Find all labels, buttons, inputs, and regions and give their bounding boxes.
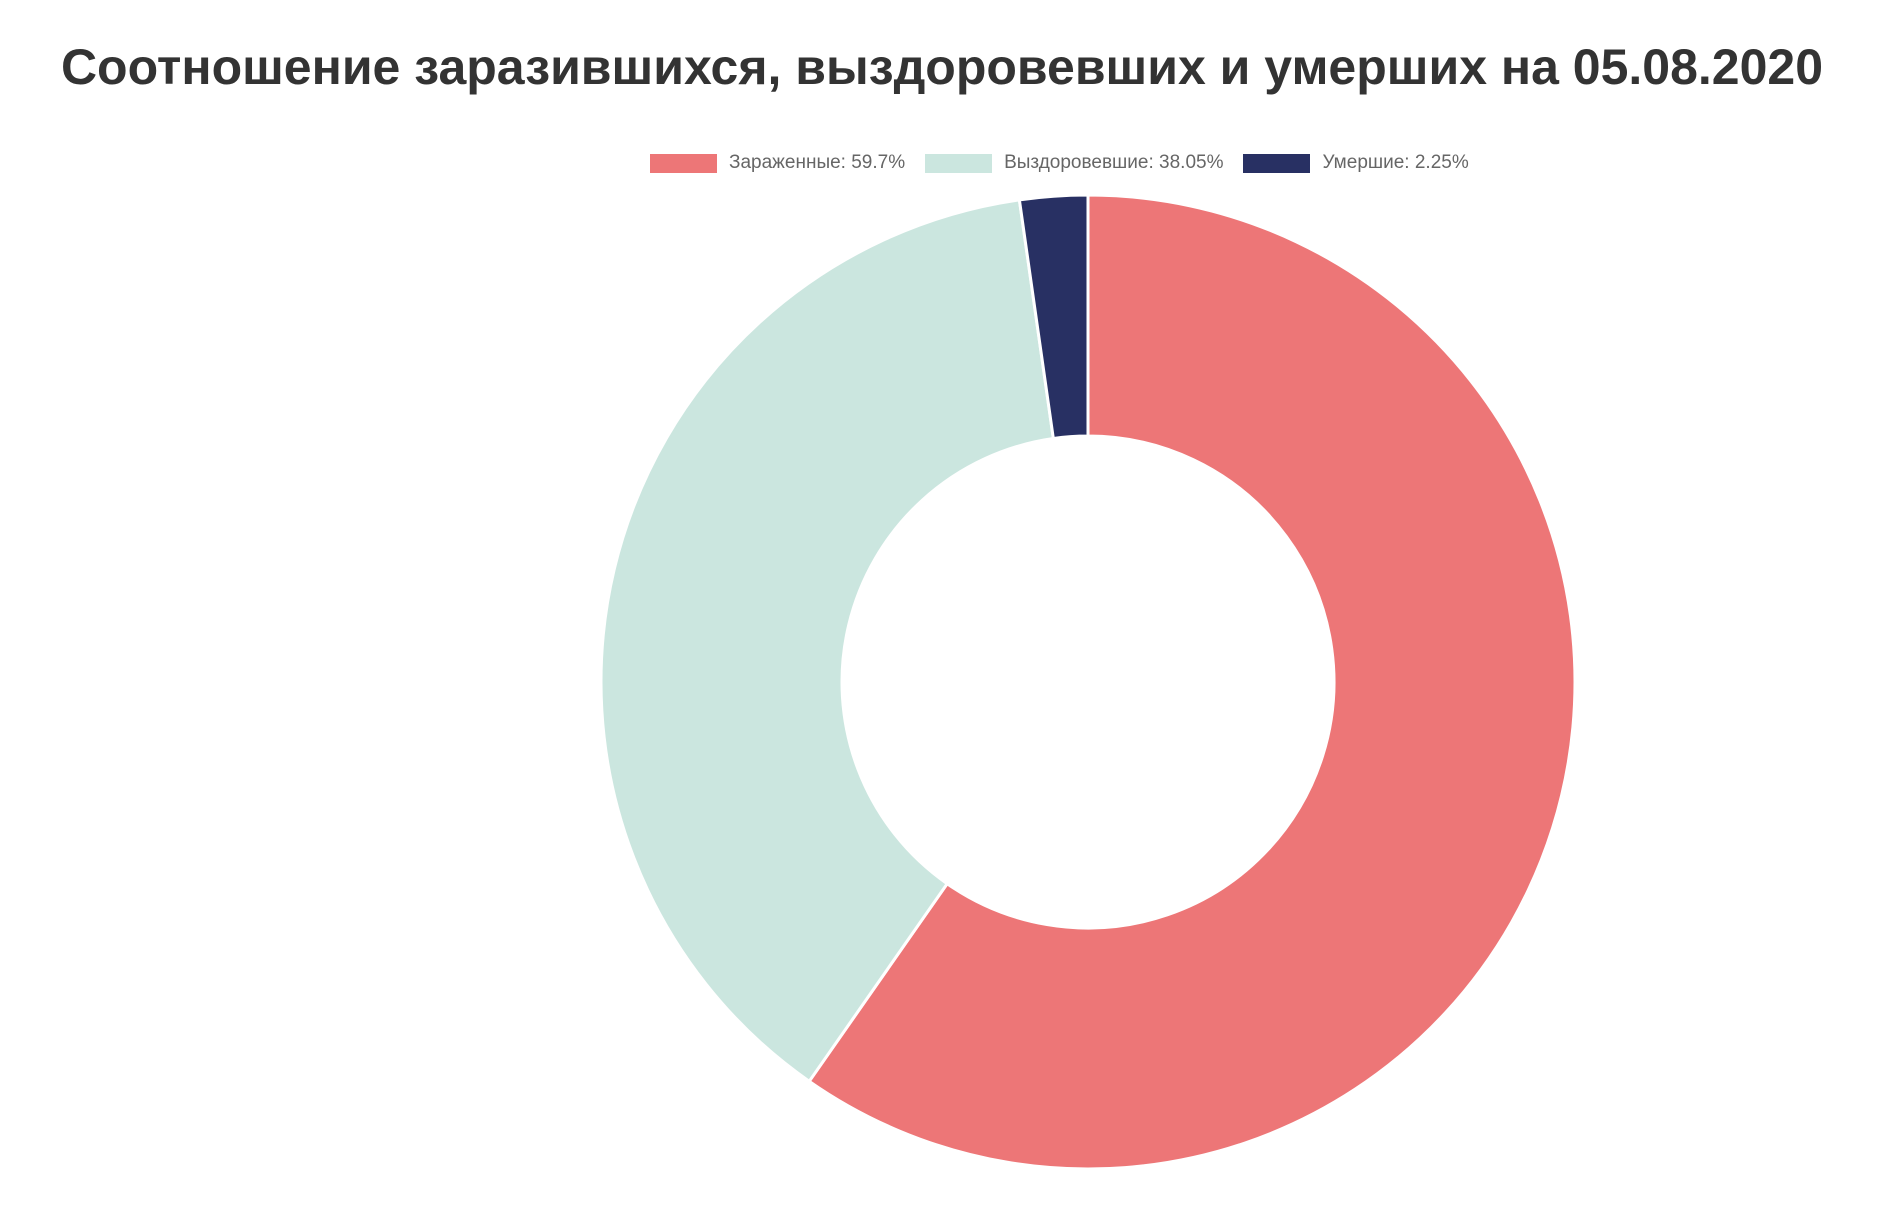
legend-swatch-infected [650,153,717,173]
legend-item-infected[interactable]: Зараженные: 59.7% [650,152,905,174]
legend-label-deceased: Умершие: 2.25% [1322,152,1469,173]
legend-label-infected: Зараженные: 59.7% [729,152,906,173]
chart-title: Соотношение заразившихся, выздоровевших … [60,39,1824,95]
donut-slice-deceased[interactable] [1017,193,1090,441]
donut-slice-infected[interactable] [807,193,1577,1171]
legend-item-recovered[interactable]: Выздоровевшие: 38.05% [925,152,1223,174]
donut-slices [599,193,1577,1171]
legend-swatch-recovered [925,153,993,173]
legend-swatch-deceased [1243,153,1311,173]
donut-slice-recovered[interactable] [599,198,1056,1084]
chart-legend: Зараженные: 59.7% Выздоровевшие: 38.05% … [650,152,1489,174]
legend-label-recovered: Выздоровевшие: 38.05% [1004,152,1224,173]
legend-item-deceased[interactable]: Умершие: 2.25% [1243,152,1469,174]
